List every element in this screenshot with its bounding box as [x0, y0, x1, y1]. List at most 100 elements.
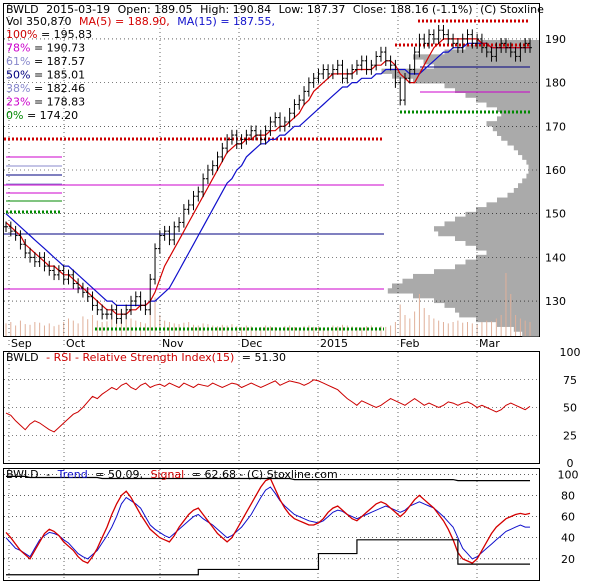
ticker: BWLD [6, 3, 39, 16]
volume-profile-bar [459, 312, 539, 318]
volume-profile-bar [413, 54, 539, 60]
price-tick-label: 180 [545, 77, 566, 90]
volume-profile-bar [507, 192, 539, 199]
rsi-value: = 51.30 [242, 351, 286, 364]
month-label: Dec [241, 337, 262, 350]
rsi-tick-label: 75 [563, 374, 577, 387]
overbought-line [6, 475, 530, 482]
high-value: High: 190.84 [200, 3, 271, 16]
price-plot: 130 140 150 160 170 180 190 Sep Oct Nov Dec 2015 Feb… [4, 4, 566, 350]
rsi-label: - RSI - Relative Strength Index(15) [46, 351, 234, 364]
fib-level-value: = 195.83 [37, 28, 92, 41]
signal-label: Signal [150, 468, 184, 481]
fib-level-label: 100% = 195.83 [6, 28, 92, 41]
volume-profile-bar [392, 283, 539, 289]
month-label: Feb [400, 337, 419, 350]
fib-level-label: 50% = 185.01 [6, 69, 85, 82]
volume-profile-bar [455, 216, 539, 222]
signal-value: = 62.68 - (C) Stoxline.com [192, 468, 338, 481]
volume-profile-bar [444, 221, 539, 227]
volume-profile-bar [522, 154, 539, 160]
month-label: Nov [162, 337, 184, 350]
volume-profile-bar [486, 202, 539, 208]
price-tick-label: 160 [545, 164, 566, 177]
volume-profile-bar [387, 288, 539, 294]
ma15-value: MA(15) = 187.55, [177, 15, 275, 28]
rsi-tick-label: 100 [560, 346, 581, 359]
trend-title: BWLD - Trend = 50.09, Signal = 62.68 - (… [6, 468, 338, 481]
volume-profile-bar [526, 159, 539, 165]
price-tick-label: 170 [545, 120, 566, 133]
volume-profile-bar [497, 197, 539, 203]
fib-level-percent: 38% [6, 82, 30, 95]
volume-profile-bar [402, 278, 539, 284]
volume-profile-bar [486, 121, 539, 127]
volume-profile-bar [528, 164, 539, 170]
fib-level-label: 23% = 178.83 [6, 96, 85, 109]
volume-profile-bar [507, 140, 539, 146]
fib-level-percent: 50% [6, 69, 30, 82]
volume-profile-bar [465, 211, 539, 218]
fib-level-percent: 0% [6, 109, 23, 122]
header-line-2: Vol 350,870 MA(5) = 188.90, MA(15) = 187… [6, 15, 275, 28]
volume-profile-bar [476, 316, 539, 323]
volume-value: Vol 350,870 [6, 15, 71, 28]
ma15-line [5, 42, 530, 306]
volume-profile-bar [513, 188, 539, 194]
fib-level-percent: 23% [6, 96, 30, 109]
volume-profile-bar [497, 130, 539, 136]
volume-profile-bar [444, 82, 539, 89]
fib-level-value: = 190.73 [30, 42, 85, 55]
volume-profile-bar [465, 259, 539, 265]
price-tick-label: 190 [545, 33, 566, 46]
volume-profile-bar [438, 230, 539, 237]
volume-profile-bar [497, 116, 539, 122]
volume-profile-bar [492, 125, 539, 132]
fib-level-percent: 61% [6, 55, 30, 68]
fib-level-value: = 185.01 [30, 69, 85, 82]
volume-profile-bar [413, 293, 539, 299]
volume-profile-bar [434, 297, 539, 304]
volume-profile-bar [413, 78, 539, 84]
trend-panel-frame [3, 468, 540, 581]
price-tick-label: 140 [545, 251, 566, 264]
rsi-tick-label: 0 [567, 457, 574, 470]
volume-profile-bar [455, 307, 539, 313]
rsi-plot: 0 25 50 75 100 [4, 346, 581, 470]
volume-profile-bar [513, 145, 539, 151]
ma5-value: MA(5) = 188.90, [79, 15, 170, 28]
volume-profile-bar [476, 40, 539, 46]
volume-profile-bar [444, 302, 539, 308]
open-value: Open: 189.05 [118, 3, 193, 16]
volume-profile-bar [455, 264, 539, 270]
rsi-ticker: BWLD [6, 351, 39, 364]
low-value: Low: 187.37 [279, 3, 346, 16]
rsi-tick-label: 25 [563, 429, 577, 442]
fib-level-percent: 100% [6, 28, 37, 41]
volume-profile-bar [526, 173, 539, 179]
volume-profile-bar [486, 102, 539, 108]
volume-profile-bar [455, 235, 539, 242]
volume-profile-bar [522, 178, 539, 184]
trend-tick-label: 80 [561, 489, 575, 502]
volume-profile-bar [455, 87, 539, 94]
volume-profile-bar [513, 326, 539, 332]
trend-tick-label: 100 [558, 468, 579, 481]
trend-tick-label: 20 [561, 553, 575, 566]
ma5-line [5, 38, 530, 315]
month-label: Oct [66, 337, 86, 350]
volume-profile-bar [501, 111, 539, 117]
fib-level-label: 38% = 182.46 [6, 82, 85, 95]
volume-profile-bar [434, 269, 539, 275]
volume-profile-bar [476, 207, 539, 213]
trend-value: = 50.09, [95, 468, 143, 481]
rsi-line [5, 379, 531, 433]
fib-level-percent: 78% [6, 42, 30, 55]
volume-profile-bar [423, 59, 539, 65]
fib-level-value: = 178.83 [30, 96, 85, 109]
fib-level-value: = 187.57 [30, 55, 85, 68]
copyright: (C) Stoxline [480, 3, 544, 16]
